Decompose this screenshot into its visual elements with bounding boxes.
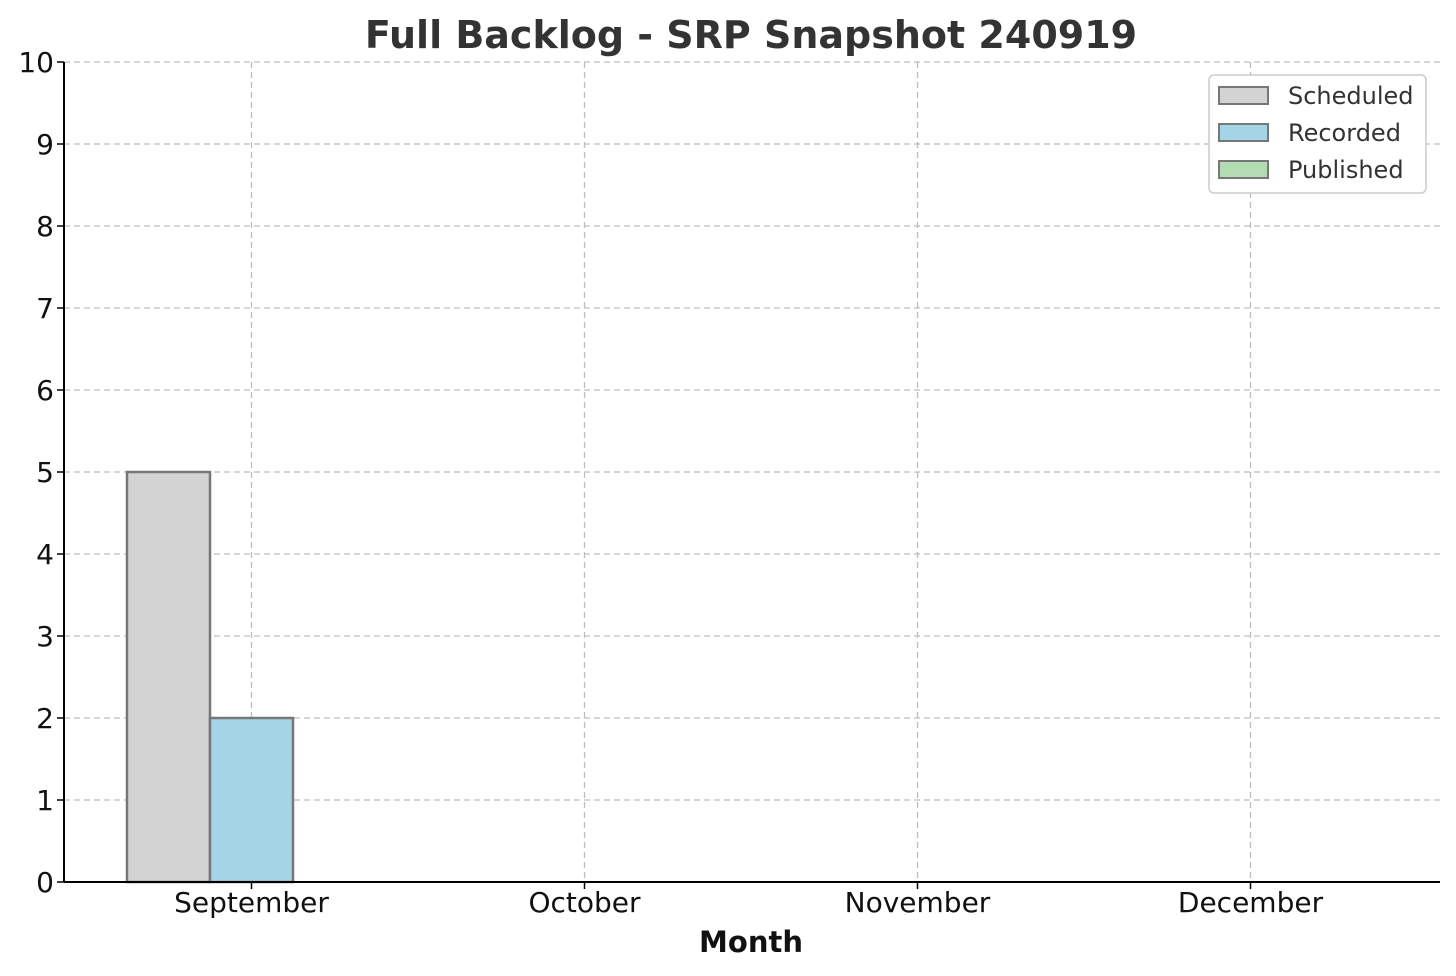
bar-recorded-september <box>208 716 295 884</box>
y-tick-label: 7 <box>36 292 54 325</box>
y-tick-label: 5 <box>36 456 54 489</box>
legend-label-recorded: Recorded <box>1288 119 1401 147</box>
legend-swatch-recorded <box>1218 123 1269 142</box>
x-tick-label: November <box>845 886 991 919</box>
y-tick-label: 2 <box>36 702 54 735</box>
x-ticks: September October November December <box>174 882 1324 919</box>
bars <box>125 470 295 884</box>
legend: Scheduled Recorded Published <box>1208 74 1427 194</box>
y-tick-label: 10 <box>18 46 54 79</box>
y-tick-label: 0 <box>36 866 54 899</box>
bar-scheduled-september <box>125 470 212 884</box>
y-ticks: 0 1 2 3 4 5 6 7 8 9 10 <box>18 46 64 899</box>
y-tick-label: 9 <box>36 128 54 161</box>
legend-label-published: Published <box>1288 156 1404 184</box>
legend-swatch-scheduled <box>1218 86 1269 105</box>
y-tick-label: 1 <box>36 784 54 817</box>
x-tick-label: December <box>1178 886 1324 919</box>
y-tick-label: 4 <box>36 538 54 571</box>
y-tick-label: 6 <box>36 374 54 407</box>
y-tick-label: 3 <box>36 620 54 653</box>
legend-label-scheduled: Scheduled <box>1288 82 1414 110</box>
legend-swatch-published <box>1218 160 1269 179</box>
y-tick-label: 8 <box>36 210 54 243</box>
x-tick-label: September <box>174 886 329 919</box>
x-axis-label: Month <box>699 925 803 959</box>
x-tick-label: October <box>528 886 641 919</box>
chart-title: Full Backlog - SRP Snapshot 240919 <box>365 13 1137 57</box>
